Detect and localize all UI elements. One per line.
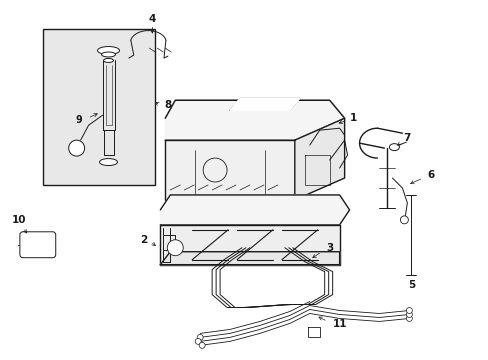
Circle shape xyxy=(406,311,411,318)
Text: 9: 9 xyxy=(75,115,82,125)
Text: 2: 2 xyxy=(140,235,147,245)
Polygon shape xyxy=(160,195,349,225)
Circle shape xyxy=(199,342,205,348)
Polygon shape xyxy=(160,225,339,265)
Polygon shape xyxy=(165,140,294,200)
FancyBboxPatch shape xyxy=(20,232,56,258)
Text: 6: 6 xyxy=(427,170,434,180)
Ellipse shape xyxy=(98,46,119,54)
Circle shape xyxy=(195,338,201,345)
Ellipse shape xyxy=(103,58,113,62)
FancyBboxPatch shape xyxy=(42,28,155,185)
Text: 1: 1 xyxy=(349,113,356,123)
Text: 11: 11 xyxy=(332,319,346,329)
Circle shape xyxy=(406,315,411,321)
Polygon shape xyxy=(160,252,339,265)
Polygon shape xyxy=(165,100,344,140)
Text: 10: 10 xyxy=(12,215,26,225)
Ellipse shape xyxy=(388,144,399,150)
Text: 3: 3 xyxy=(325,243,333,253)
Circle shape xyxy=(197,334,203,340)
Text: 7: 7 xyxy=(403,133,410,143)
Polygon shape xyxy=(229,98,299,110)
Text: 8: 8 xyxy=(164,100,172,110)
Circle shape xyxy=(203,158,226,182)
Circle shape xyxy=(406,307,411,314)
Circle shape xyxy=(167,240,183,256)
Ellipse shape xyxy=(100,159,117,166)
Text: 4: 4 xyxy=(148,14,156,24)
Polygon shape xyxy=(294,118,344,200)
Text: 5: 5 xyxy=(407,280,414,289)
Circle shape xyxy=(400,216,407,224)
Ellipse shape xyxy=(102,52,115,57)
Circle shape xyxy=(68,140,84,156)
